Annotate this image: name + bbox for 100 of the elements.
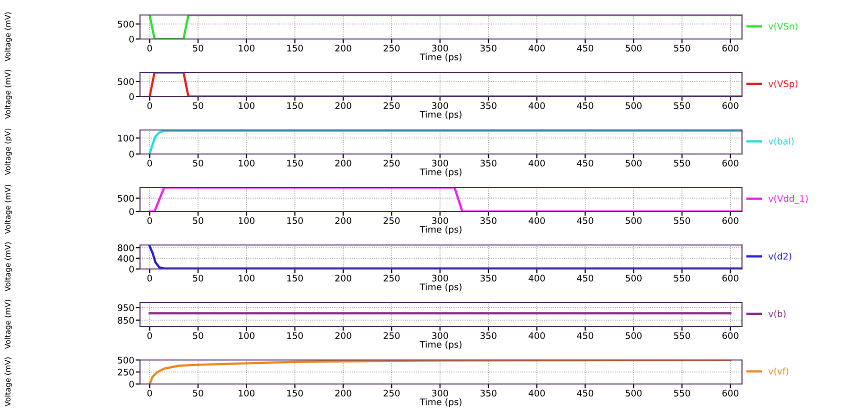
x-tick-label: 150: [287, 274, 303, 282]
x-tick-label: 0: [147, 217, 152, 224]
y-tick-label: 250: [118, 368, 134, 376]
x-tick-label: 0: [147, 44, 152, 52]
x-tick-label: 450: [577, 102, 594, 110]
x-tick-label: 550: [674, 332, 690, 340]
legend-label: v(Vdd_1): [768, 195, 808, 204]
x-tick-label: 600: [722, 274, 738, 282]
y-tick-label: 0: [129, 380, 134, 388]
x-tick-label: 400: [528, 332, 545, 340]
x-tick-label: 550: [674, 274, 690, 282]
x-axis-title: Time (ps): [420, 168, 462, 178]
x-tick-label: 150: [287, 390, 303, 397]
x-tick-label: 400: [528, 102, 545, 110]
x-tick-label: 250: [384, 332, 400, 340]
x-tick-label: 250: [384, 274, 400, 282]
x-tick-label: 300: [432, 390, 448, 397]
x-tick-label: 400: [528, 274, 545, 282]
x-tick-label: 250: [384, 217, 400, 224]
x-tick-label: 150: [287, 160, 303, 167]
x-tick-label: 200: [335, 332, 352, 340]
x-tick-label: 300: [432, 44, 448, 52]
x-tick-label: 450: [577, 44, 594, 52]
y-tick-label: 0: [129, 266, 134, 273]
x-tick-label: 500: [626, 390, 642, 397]
x-tick-label: 100: [238, 217, 254, 224]
x-tick-label: 300: [432, 274, 448, 282]
x-tick-label: 500: [626, 217, 642, 224]
x-tick-label: 500: [626, 274, 642, 282]
x-tick-label: 350: [480, 390, 496, 397]
x-tick-label: 350: [480, 217, 496, 224]
x-tick-label: 200: [335, 44, 352, 52]
x-tick-label: 100: [238, 102, 254, 110]
x-tick-label: 300: [432, 332, 448, 340]
x-tick-label: 400: [528, 44, 545, 52]
x-tick-label: 500: [626, 44, 642, 52]
x-tick-label: 450: [577, 274, 594, 282]
x-tick-label: 200: [335, 390, 352, 397]
x-tick-label: 550: [674, 217, 690, 224]
x-tick-label: 50: [193, 44, 204, 52]
x-tick-label: 200: [335, 217, 352, 224]
x-tick-label: 200: [335, 160, 352, 167]
x-tick-label: 600: [722, 160, 738, 167]
x-tick-label: 350: [480, 44, 496, 52]
x-tick-label: 400: [528, 390, 545, 397]
x-tick-label: 150: [287, 44, 303, 52]
y-tick-label: 400: [118, 255, 134, 262]
x-tick-label: 250: [384, 102, 400, 110]
x-tick-label: 550: [674, 160, 690, 167]
y-tick-label: 500: [118, 20, 134, 28]
x-tick-label: 50: [193, 102, 204, 110]
legend-label: v(d2): [768, 252, 792, 261]
x-tick-label: 50: [193, 390, 204, 397]
x-tick-label: 300: [432, 102, 448, 110]
x-tick-label: 350: [480, 274, 496, 282]
x-tick-label: 400: [528, 217, 545, 224]
x-tick-label: 450: [577, 332, 594, 340]
x-tick-label: 0: [147, 102, 152, 110]
y-tick-label: 500: [118, 356, 134, 364]
x-tick-label: 250: [384, 44, 400, 52]
x-tick-label: 150: [287, 217, 303, 224]
x-tick-label: 100: [238, 332, 254, 340]
x-tick-label: 600: [722, 102, 738, 110]
x-axis-title: Time (ps): [420, 226, 462, 235]
x-tick-label: 300: [432, 160, 448, 167]
line-series: [148, 360, 732, 384]
x-tick-label: 50: [193, 332, 204, 340]
x-axis-title: Time (ps): [420, 53, 462, 62]
y-tick-label: 950: [118, 304, 134, 312]
x-tick-label: 500: [626, 332, 642, 340]
x-tick-label: 50: [193, 217, 204, 224]
x-tick-label: 250: [384, 160, 400, 167]
x-tick-label: 200: [335, 102, 352, 110]
x-axis-title: Time (ps): [420, 283, 462, 292]
x-tick-label: 50: [193, 160, 204, 167]
x-tick-label: 450: [577, 390, 594, 397]
x-tick-label: 100: [238, 160, 254, 167]
x-tick-label: 350: [480, 160, 496, 167]
x-tick-label: 500: [626, 102, 642, 110]
x-axis-title: Time (ps): [420, 110, 462, 120]
x-tick-label: 550: [674, 44, 690, 52]
x-tick-label: 600: [722, 332, 738, 340]
legend-label: v(VSn): [768, 22, 798, 31]
x-tick-label: 0: [147, 332, 152, 340]
x-tick-label: 250: [384, 390, 400, 397]
x-tick-label: 350: [480, 332, 496, 340]
x-tick-label: 200: [335, 274, 352, 282]
x-tick-label: 0: [147, 274, 152, 282]
x-tick-label: 150: [287, 102, 303, 110]
y-tick-label: 850: [118, 316, 134, 324]
x-tick-label: 400: [528, 160, 545, 167]
x-axis-title: Time (ps): [420, 340, 462, 350]
y-tick-label: 0: [129, 150, 134, 158]
x-tick-label: 0: [147, 160, 152, 167]
x-tick-label: 450: [577, 217, 594, 224]
x-tick-label: 550: [674, 102, 690, 110]
legend-label: v(bal): [768, 138, 794, 146]
y-tick-label: 800: [118, 244, 134, 252]
y-tick-label: 0: [129, 208, 134, 216]
x-tick-label: 100: [238, 44, 254, 52]
